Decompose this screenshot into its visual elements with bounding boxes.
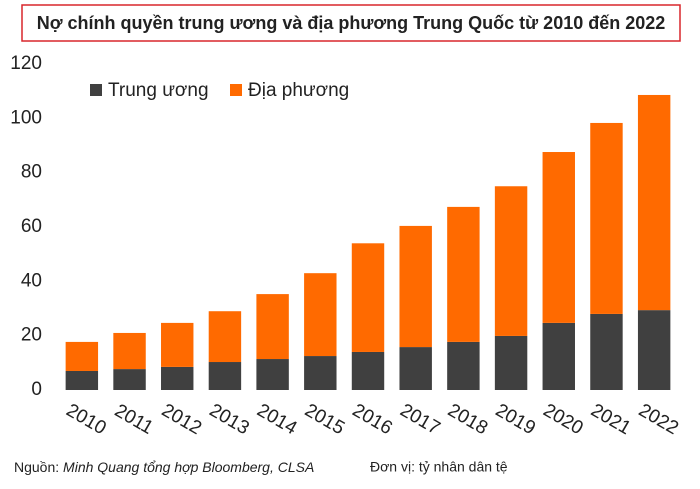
bar-segment — [304, 356, 337, 390]
bar-segment — [542, 152, 575, 323]
bar-segment — [256, 294, 289, 360]
bar-segment — [65, 341, 99, 371]
legend-label: Địa phương — [248, 80, 349, 101]
bar-segment — [256, 359, 289, 390]
bar-segment — [542, 322, 575, 390]
bar-segment — [637, 94, 671, 311]
bar-segment — [494, 335, 528, 390]
x-tick-label: 2016 — [349, 400, 396, 439]
legend-swatch — [90, 84, 102, 96]
y-tick-label: 80 — [21, 162, 42, 183]
x-tick-label: 2022 — [635, 400, 682, 439]
legend-label: Trung ương — [108, 80, 209, 101]
bar-segment — [208, 362, 242, 390]
y-tick-label: 120 — [10, 53, 42, 74]
bar-segment — [351, 243, 385, 352]
x-tick-label: 2011 — [111, 400, 157, 439]
legend-swatch — [230, 84, 242, 96]
x-tick-label: 2018 — [444, 400, 491, 439]
bar-segment — [304, 273, 337, 357]
y-tick-label: 20 — [21, 325, 42, 346]
bar-segment — [161, 322, 194, 367]
bar-segment — [161, 366, 194, 390]
bar-segment — [590, 313, 623, 390]
bar-segment — [399, 347, 432, 390]
bar-segment — [208, 311, 242, 363]
bar-segment — [351, 351, 385, 390]
bar-segment — [494, 186, 528, 336]
bar-segment — [447, 206, 480, 342]
bar-segment — [65, 370, 99, 390]
bar-segment — [113, 332, 146, 370]
x-tick-label: 2017 — [396, 400, 443, 439]
source: Minh Quang tổng hợp Bloomberg, CLSA — [63, 459, 314, 475]
y-tick-label: 40 — [21, 270, 42, 291]
x-tick-label: 2015 — [301, 400, 348, 439]
bar-segment — [590, 122, 623, 314]
bar-segment — [447, 341, 480, 390]
y-tick-label: 0 — [31, 379, 42, 400]
x-tick-label: 2021 — [587, 400, 634, 439]
unit-note: Đơn vị: tỷ nhân dân tệ — [370, 459, 508, 475]
x-tick-label: 2010 — [63, 400, 110, 439]
source-label: Nguồn: — [14, 459, 59, 475]
y-tick-label: 100 — [10, 107, 42, 128]
source-line: Nguồn: Minh Quang tổng hợp Bloomberg, CL… — [14, 459, 314, 475]
y-tick-label: 60 — [21, 216, 42, 237]
title-box — [21, 4, 681, 42]
bar-segment — [399, 225, 432, 348]
x-tick-label: 2019 — [492, 400, 539, 439]
bar-segment — [113, 369, 146, 390]
bar-segment — [637, 310, 671, 390]
x-tick-label: 2013 — [206, 400, 253, 439]
chart-title: Nợ chính quyền trung ương và địa phương … — [37, 13, 666, 33]
x-tick-label: 2014 — [253, 400, 300, 440]
x-tick-label: 2012 — [158, 400, 205, 439]
x-tick-label: 2020 — [539, 400, 586, 439]
